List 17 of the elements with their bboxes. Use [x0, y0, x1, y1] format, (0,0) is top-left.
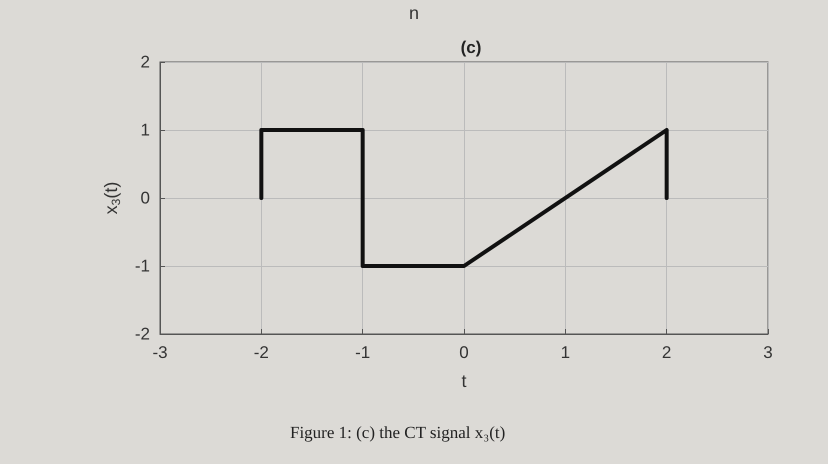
y-tick-label: 2: [140, 52, 150, 72]
x-tick-label: 2: [662, 343, 672, 362]
x-tick-label: -3: [152, 343, 168, 362]
x-tick-label: 0: [459, 343, 469, 362]
text: n: [408, 3, 420, 23]
x-axis-title: t: [461, 371, 467, 391]
y-tick-label: 1: [140, 120, 150, 140]
chart-title: (c): [460, 38, 482, 57]
x-tick-label: 3: [763, 343, 773, 362]
y-tick-label: 0: [140, 188, 150, 208]
x-tick-label: -2: [254, 343, 269, 362]
x-tick-label: -1: [355, 343, 370, 362]
y-tick-label: -2: [134, 324, 150, 344]
x-tick-label: 1: [560, 343, 570, 362]
caption: Figure 1: (c) the CT signal x₃(t): [290, 423, 506, 442]
y-tick-label: -1: [134, 256, 150, 276]
y-axis-title: x3(t): [101, 182, 123, 214]
